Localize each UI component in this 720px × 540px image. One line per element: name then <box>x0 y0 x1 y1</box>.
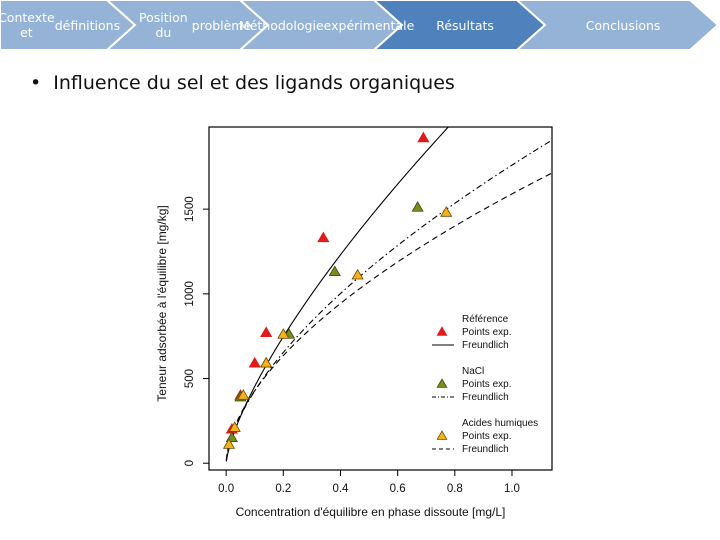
fit-curve-series-1 <box>225 127 450 462</box>
legend-points-label: Points exp. <box>462 327 511 338</box>
y-tick-label: 1000 <box>184 281 196 307</box>
slide-bullet: • Influence du sel et des ligands organiq… <box>30 72 455 94</box>
bullet-dot: • <box>30 72 42 94</box>
legend-points-label: Points exp. <box>462 431 511 442</box>
data-point <box>222 438 236 449</box>
nav-tab-label-line: Position du <box>139 10 188 40</box>
nav-tab-label-line: Contexte et <box>0 10 55 40</box>
legend-group-title: Référence <box>462 314 509 325</box>
x-tick-label: 0.4 <box>332 483 349 495</box>
legend-group-title: Acides humiques <box>462 418 538 429</box>
nav-tab-label-line: Résultats <box>436 17 494 33</box>
legend-fit-label: Freundlich <box>462 392 509 403</box>
nav-tab-label-line: Méthodologie <box>238 17 324 33</box>
legend: Référence Points exp. Freundlich NaCl Points… <box>432 314 538 455</box>
section-navigation: Contexte et définitions Position du problèm… <box>0 0 720 52</box>
data-point <box>411 201 424 212</box>
legend-point-marker <box>436 326 448 336</box>
points-series-3 <box>222 206 453 449</box>
x-tick-label: 0.2 <box>275 483 291 495</box>
x-axis-label: Concentration d'équilibre en phase disso… <box>236 505 506 519</box>
nav-tab-5-shape <box>514 0 720 51</box>
nav-tab-1[interactable]: Contexte et définitions <box>0 0 121 50</box>
y-tick-label: 1500 <box>184 196 196 222</box>
nav-tab-2[interactable]: Position du problème <box>135 0 251 50</box>
data-point <box>248 356 261 368</box>
legend-point-marker <box>436 430 448 440</box>
data-point <box>417 131 430 143</box>
data-point <box>260 356 273 368</box>
y-tick-label: 0 <box>184 460 196 466</box>
legend-point-marker <box>436 378 448 388</box>
fit-curve-series-2 <box>225 139 552 461</box>
nav-tab-5[interactable]: Conclusions <box>545 0 701 50</box>
x-tick-label: 0.8 <box>447 483 463 495</box>
points-series-1 <box>225 131 430 434</box>
adsorption-chart: 0.0 0.2 0.4 0.6 0.8 1.0 0 500 1000 1500 Concentrat… <box>155 126 553 519</box>
data-point <box>228 421 241 432</box>
data-point <box>260 326 273 337</box>
plot-frame <box>208 126 553 471</box>
x-tick-label: 1.0 <box>504 483 520 495</box>
fit-curves <box>225 127 552 462</box>
section-navigation-arrows <box>0 0 720 51</box>
data-point <box>328 265 341 277</box>
nav-tab-label-line: Conclusions <box>585 17 661 33</box>
nav-tab-label-line: expérimentale <box>323 17 415 33</box>
fit-curve-series-3 <box>225 172 552 460</box>
bullet-text: Influence du sel et des ligands organiqu… <box>53 72 455 94</box>
legend-fit-label: Freundlich <box>462 340 509 351</box>
legend-group-title: NaCl <box>462 366 484 377</box>
legend-fit-label: Freundlich <box>462 444 509 455</box>
y-axis-label: Teneur adsorbée à l'équilibre [mg/kg] <box>155 205 169 401</box>
nav-tab-3[interactable]: Méthodologie expérimentale <box>239 0 414 50</box>
legend-points-label: Points exp. <box>462 379 511 390</box>
x-tick-label: 0.0 <box>218 483 234 495</box>
data-point <box>440 206 453 217</box>
nav-tab-label-line: problème <box>191 17 252 33</box>
nav-tab-label-line: définitions <box>54 17 121 33</box>
data-point <box>351 268 364 280</box>
data-point <box>317 231 330 243</box>
data-point <box>237 389 250 400</box>
nav-tab-4[interactable]: Résultats <box>402 0 528 50</box>
y-tick-label: 500 <box>184 369 196 388</box>
data-point <box>277 328 290 339</box>
x-tick-label: 0.6 <box>390 483 406 495</box>
